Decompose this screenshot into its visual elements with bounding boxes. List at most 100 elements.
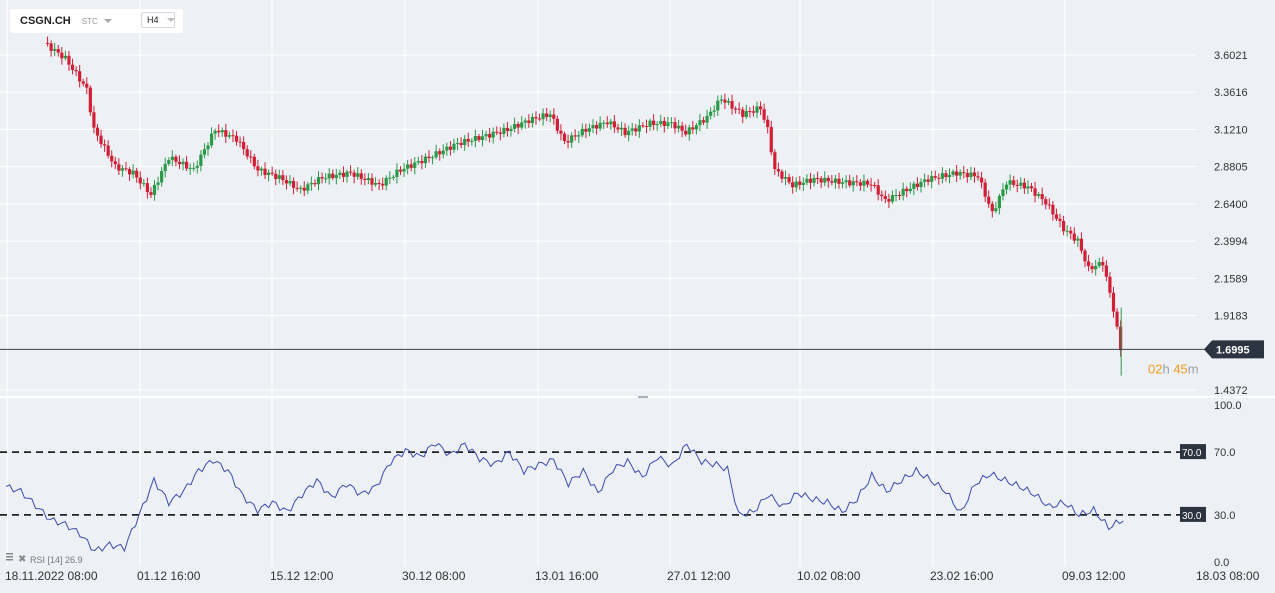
candle-down[interactable] [848, 180, 852, 186]
candle-down[interactable] [320, 177, 324, 179]
candle-down[interactable] [1079, 238, 1084, 251]
candle-up[interactable] [609, 121, 613, 125]
candle-down[interactable] [224, 130, 228, 137]
candle-down[interactable] [1047, 204, 1051, 206]
candle-down[interactable] [1022, 182, 1026, 189]
candle-up[interactable] [170, 156, 174, 161]
candle-up[interactable] [666, 122, 670, 127]
candle-down[interactable] [762, 109, 766, 120]
candle-up[interactable] [163, 163, 167, 171]
candle-down[interactable] [652, 120, 656, 125]
candle-down[interactable] [363, 178, 367, 181]
candle-down[interactable] [534, 117, 538, 119]
candle-down[interactable] [498, 132, 502, 134]
candle-down[interactable] [438, 151, 442, 155]
candle-down[interactable] [723, 99, 727, 103]
candle-down[interactable] [616, 127, 620, 130]
candle-up[interactable] [188, 167, 192, 169]
candle-up[interactable] [463, 138, 467, 146]
candle-down[interactable] [905, 188, 909, 192]
candle-down[interactable] [701, 120, 706, 123]
candle-up[interactable] [922, 179, 927, 182]
candle-up[interactable] [131, 170, 135, 175]
candle-down[interactable] [730, 101, 734, 109]
candle-down[interactable] [88, 87, 92, 113]
candle-down[interactable] [808, 178, 813, 183]
candle-down[interactable] [555, 118, 559, 131]
candle-up[interactable] [619, 127, 624, 130]
candle-down[interactable] [976, 176, 980, 178]
candle-down[interactable] [855, 181, 859, 183]
candle-down[interactable] [876, 185, 880, 195]
candle-down[interactable] [177, 161, 182, 165]
candle-down[interactable] [937, 177, 941, 179]
candle-up[interactable] [502, 127, 506, 134]
candle-up[interactable] [1076, 238, 1080, 241]
candle-down[interactable] [95, 127, 100, 136]
candle-down[interactable] [427, 156, 431, 159]
candle-down[interactable] [1029, 186, 1034, 189]
candle-down[interactable] [270, 172, 274, 174]
candle-down[interactable] [103, 144, 107, 146]
candle-up[interactable] [894, 194, 898, 196]
candle-up[interactable] [152, 184, 157, 195]
candle-up[interactable] [316, 177, 321, 185]
candle-down[interactable] [830, 181, 834, 183]
candle-up[interactable] [947, 174, 952, 178]
candle-down[interactable] [149, 192, 153, 195]
candle-down[interactable] [1083, 250, 1087, 262]
candle-down[interactable] [1033, 188, 1037, 196]
candle-down[interactable] [883, 196, 887, 199]
candle-up[interactable] [548, 114, 552, 117]
candle-down[interactable] [741, 109, 745, 117]
candle-up[interactable] [530, 117, 535, 124]
candle-up[interactable] [366, 178, 371, 181]
candle-down[interactable] [573, 135, 577, 137]
candle-down[interactable] [138, 177, 142, 184]
candle-down[interactable] [1051, 204, 1055, 215]
candle-up[interactable] [373, 183, 378, 185]
candle-down[interactable] [1101, 262, 1105, 266]
candle-down[interactable] [552, 114, 556, 119]
candle-up[interactable] [259, 168, 264, 171]
candle-up[interactable] [812, 177, 816, 183]
candle-up[interactable] [324, 178, 328, 180]
candle-down[interactable] [256, 166, 260, 171]
candle-up[interactable] [709, 111, 713, 116]
source-label[interactable]: STC [81, 16, 98, 26]
candle-down[interactable] [926, 179, 930, 182]
candle-up[interactable] [416, 161, 420, 163]
candle-up[interactable] [227, 135, 231, 137]
rsi-legend[interactable]: ✖ RSI [14] 26.9 [6, 553, 83, 565]
candle-up[interactable] [570, 135, 574, 143]
candle-up[interactable] [669, 122, 674, 124]
candle-up[interactable] [997, 196, 1002, 209]
candle-down[interactable] [623, 127, 627, 136]
candle-down[interactable] [990, 203, 994, 212]
candle-up[interactable] [1004, 184, 1009, 190]
candle-down[interactable] [295, 187, 299, 189]
candle-down[interactable] [737, 108, 741, 110]
candle-down[interactable] [933, 176, 937, 178]
candle-up[interactable] [1065, 230, 1069, 232]
rsi-line[interactable] [5, 442, 1124, 553]
candle-up[interactable] [1094, 266, 1098, 270]
candle-up[interactable] [120, 168, 125, 171]
candle-down[interactable] [185, 161, 189, 169]
close-icon[interactable]: ✖ [18, 554, 26, 565]
candle-down[interactable] [819, 178, 823, 183]
candle-down[interactable] [559, 130, 563, 134]
candle-up[interactable] [1001, 189, 1005, 197]
candle-down[interactable] [70, 64, 75, 70]
candle-up[interactable] [755, 106, 759, 113]
candle-down[interactable] [505, 127, 510, 132]
candle-up[interactable] [794, 181, 798, 188]
candle-down[interactable] [60, 52, 64, 59]
candle-up[interactable] [602, 122, 606, 124]
candle-down[interactable] [78, 71, 82, 82]
candle-up[interactable] [591, 125, 595, 129]
chevron-down-icon[interactable] [103, 19, 112, 23]
candle-up[interactable] [719, 99, 723, 101]
candle-down[interactable] [634, 128, 638, 132]
candle-down[interactable] [252, 156, 256, 167]
